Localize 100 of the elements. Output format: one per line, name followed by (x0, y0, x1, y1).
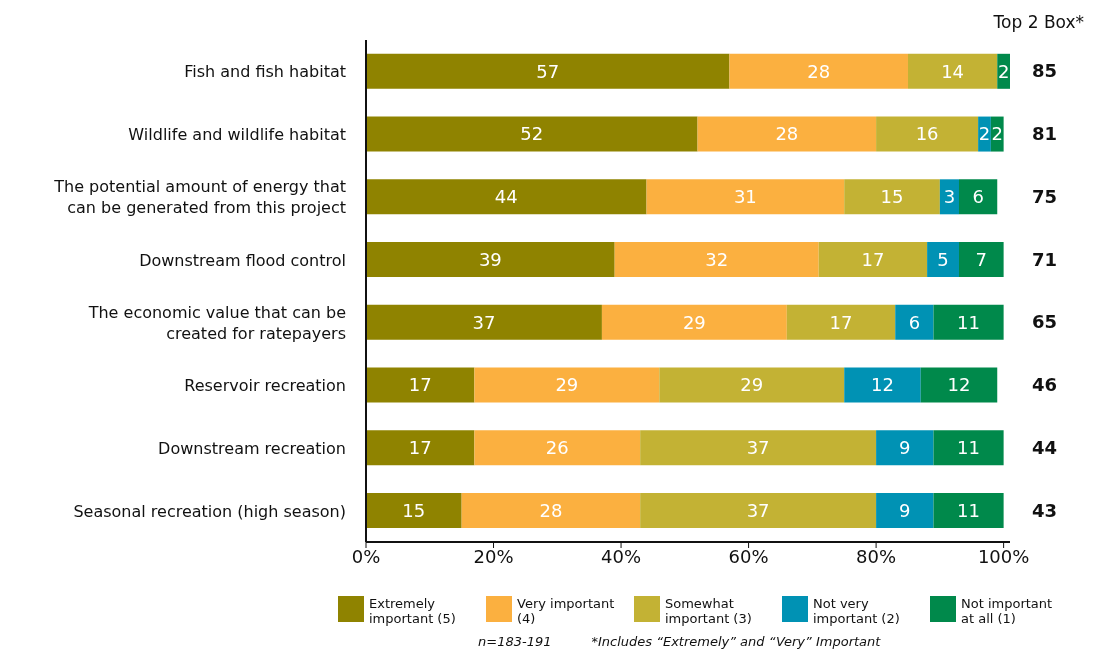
data-label: 11 (957, 437, 981, 459)
bar (786, 304, 896, 340)
bar (646, 179, 845, 215)
x-tick-label: 0% (351, 545, 381, 567)
legend-label: Not very important (2) (813, 596, 901, 626)
data-label: 52 (520, 123, 544, 145)
data-label: 29 (682, 311, 706, 333)
data-label: 26 (545, 437, 569, 459)
data-label: 2 (991, 123, 1003, 145)
bar (461, 493, 641, 529)
legend-label: Somewhat important (3) (665, 596, 753, 626)
bar (366, 242, 615, 278)
data-label: 37 (746, 499, 770, 521)
data-label: 2 (978, 123, 991, 145)
x-tick-label: 80% (856, 545, 897, 567)
y-tick-label: Wildlife and wildlife habitat (128, 125, 346, 145)
data-label: 39 (478, 248, 502, 270)
data-label: 28 (807, 60, 831, 82)
data-label: 7 (975, 248, 988, 270)
data-label: 37 (472, 311, 496, 333)
legend-label: Extremely important (5) (369, 596, 457, 626)
bar (729, 53, 908, 89)
text: 71 (1032, 248, 1058, 270)
bar (614, 242, 819, 278)
bar (366, 430, 475, 466)
bar (474, 367, 660, 403)
data-label: 28 (775, 123, 799, 145)
y-tick-label: Reservoir recreation (184, 376, 346, 396)
bar (844, 367, 921, 403)
data-label: 9 (899, 437, 911, 459)
bar (907, 53, 998, 89)
bar (895, 304, 934, 340)
data-label: 12 (947, 374, 971, 396)
bar (933, 493, 1004, 529)
data-label: 6 (908, 311, 921, 333)
text: 75 (1032, 185, 1058, 207)
bar (844, 179, 940, 215)
text: n=183-191 (478, 634, 552, 649)
bar (933, 304, 1004, 340)
text: 65 (1032, 311, 1058, 333)
y-tick-label: Seasonal recreation (high season) (73, 501, 346, 521)
y-tick-label: Downstream flood control (139, 250, 346, 270)
text: *Includes “Extremely” and “Very” Important (591, 634, 881, 649)
y-tick-label: Downstream recreation (158, 438, 346, 458)
data-label: 11 (957, 311, 981, 333)
bar (697, 116, 877, 152)
data-label: 16 (915, 123, 939, 145)
data-label: 29 (740, 374, 764, 396)
text: 85 (1032, 60, 1058, 82)
text: 46 (1032, 374, 1058, 396)
bar (876, 493, 934, 529)
legend-label: Not important at all (1) (961, 596, 1054, 626)
data-label: 32 (705, 248, 729, 270)
data-label: 28 (539, 499, 563, 521)
bar (958, 179, 998, 215)
bar (366, 367, 475, 403)
data-label: 3 (943, 186, 956, 208)
bar (366, 116, 698, 152)
data-label: 14 (941, 60, 965, 82)
data-label: 57 (536, 60, 560, 82)
data-label: 17 (408, 437, 432, 459)
bar (876, 430, 934, 466)
bar (818, 242, 928, 278)
bar (474, 430, 641, 466)
data-label: 31 (733, 186, 757, 208)
data-label: 29 (555, 374, 579, 396)
bar (659, 367, 845, 403)
bar (958, 242, 1004, 278)
data-label: 12 (871, 374, 894, 396)
bar (933, 430, 1004, 466)
data-label: 17 (408, 374, 432, 396)
bar (640, 493, 877, 529)
text: Top 2 Box* (993, 12, 1084, 32)
data-label: 6 (972, 186, 984, 208)
x-tick-label: 40% (601, 545, 642, 567)
bar (927, 242, 959, 278)
data-label: 15 (402, 499, 426, 521)
bar (366, 493, 462, 529)
data-label: 44 (494, 186, 518, 208)
text: 43 (1032, 499, 1058, 521)
data-label: 17 (861, 248, 885, 270)
x-tick-label: 60% (728, 545, 769, 567)
bar (640, 430, 877, 466)
data-label: 37 (746, 437, 770, 459)
bar (366, 179, 647, 215)
bar (876, 116, 979, 152)
text: 81 (1032, 123, 1058, 145)
data-label: 17 (829, 311, 853, 333)
y-tick-label: The potential amount of energy that can be generated from this project (53, 177, 346, 218)
y-tick-label: Fish and fish habitat (184, 62, 346, 82)
text: 44 (1032, 436, 1058, 458)
bar (601, 304, 787, 340)
data-label: 5 (937, 248, 949, 270)
y-tick-label: The economic value that can be created for ratepayers (87, 302, 346, 343)
bar (366, 304, 602, 340)
bar (920, 367, 998, 403)
legend-label: Very important (4) (517, 596, 616, 626)
data-label: 15 (880, 186, 904, 208)
data-label: 9 (899, 499, 911, 521)
bar (366, 53, 730, 89)
